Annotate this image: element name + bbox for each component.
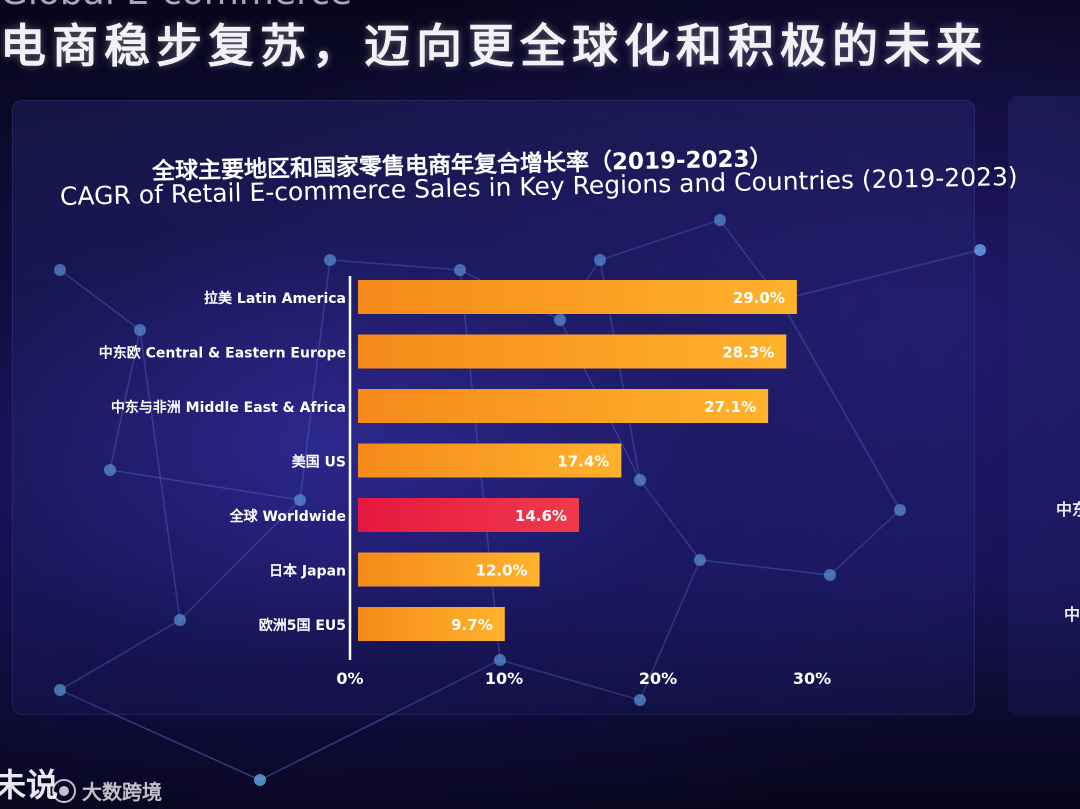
category-label: 欧洲5国 EU5 — [259, 617, 346, 634]
network-line — [599, 219, 721, 261]
watermark: 大数跨境 — [52, 776, 162, 805]
bar — [358, 389, 769, 423]
x-tick-label: 10% — [485, 669, 523, 688]
x-tick-label: 20% — [639, 669, 677, 688]
network-line — [59, 619, 181, 691]
network-node — [694, 554, 706, 566]
network-line — [499, 659, 641, 701]
network-line — [639, 479, 701, 561]
category-label: 美国 US — [292, 454, 346, 471]
network-node — [254, 774, 266, 786]
x-tick-label: 0% — [336, 669, 363, 688]
bar — [358, 443, 622, 478]
right-panel: 中东 中 — [1008, 96, 1080, 716]
network-line — [259, 659, 501, 781]
network-line — [639, 559, 701, 701]
data-label: 27.1% — [704, 398, 756, 416]
network-node — [894, 504, 906, 516]
data-label: 17.4% — [557, 453, 609, 471]
network-line — [179, 499, 301, 621]
data-label: 28.3% — [722, 344, 774, 362]
network-node — [594, 254, 606, 266]
network-line — [299, 259, 331, 501]
data-label: 14.6% — [515, 507, 567, 525]
data-label: 12.0% — [476, 562, 528, 580]
network-line — [779, 299, 901, 511]
category-label: 日本 Japan — [269, 563, 346, 580]
category-label: 拉美 Latin America — [204, 290, 346, 307]
network-line — [699, 559, 831, 576]
network-line — [59, 269, 141, 331]
network-node — [454, 264, 466, 276]
slide-headline: 电商稳步复苏，迈向更全球化和积极的未来 — [0, 19, 988, 73]
network-node — [824, 569, 836, 581]
network-node — [174, 614, 186, 626]
network-line — [329, 259, 461, 271]
network-node — [54, 264, 66, 276]
network-node — [294, 494, 306, 506]
headline-top-fragment: Global E-commerce — [0, 0, 352, 13]
watermark-text: 大数跨境 — [82, 780, 162, 804]
right-panel-fragment: 中东 — [1056, 500, 1080, 519]
network-line — [59, 689, 261, 781]
category-label: 中东与非洲 Middle East & Africa — [111, 399, 346, 416]
right-panel-fragment: 中 — [1064, 605, 1080, 624]
network-line — [139, 329, 181, 621]
bar — [358, 607, 505, 641]
network-node — [494, 654, 506, 666]
watermark-logo-icon — [52, 778, 76, 803]
network-node — [714, 214, 726, 226]
network-node — [634, 474, 646, 486]
category-label: 全球 Worldwide — [229, 508, 346, 525]
data-label: 9.7% — [451, 616, 493, 634]
data-label: 29.0% — [733, 289, 785, 307]
bar — [358, 334, 787, 369]
network-node — [324, 254, 336, 266]
network-node — [54, 684, 66, 696]
bar — [358, 552, 540, 587]
network-node — [134, 324, 146, 336]
network-line — [109, 329, 141, 471]
network-node — [634, 694, 646, 706]
corner-text-fragment: 未说 — [0, 766, 59, 804]
network-line — [829, 509, 901, 576]
network-node — [104, 464, 116, 476]
network-node — [554, 314, 566, 326]
x-tick-label: 30% — [793, 669, 831, 688]
network-line — [779, 249, 981, 301]
category-label: 中东欧 Central & Eastern Europe — [99, 345, 346, 362]
network-line — [109, 469, 301, 501]
bar — [358, 498, 579, 532]
bar — [358, 280, 797, 314]
network-node — [974, 244, 986, 256]
